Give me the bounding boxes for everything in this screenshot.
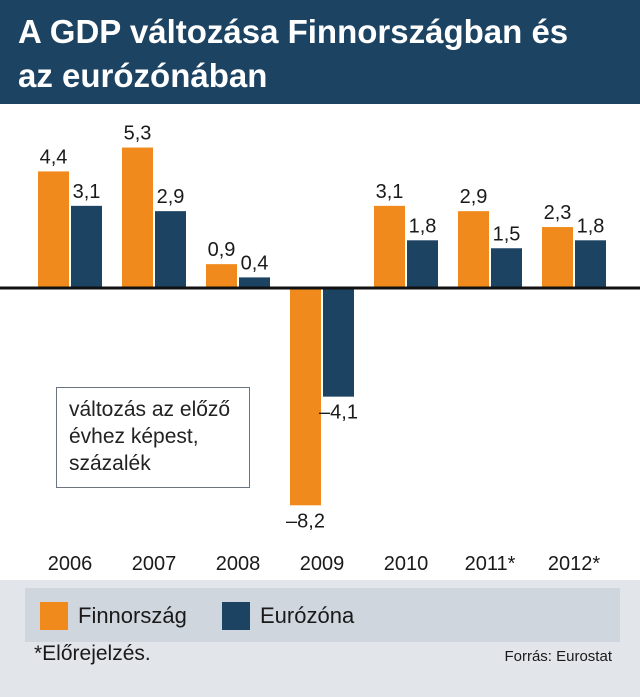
bar-finnorszag-2 — [206, 264, 237, 288]
x-tick-label-4: 2010 — [384, 553, 429, 575]
data-label-eurozona-3: –4,1 — [319, 402, 358, 424]
chart-area: 4,4 3,1 2006 5,3 2,9 2007 0,9 0,4 2008 –8,2 –4,1 20… — [0, 104, 640, 580]
bar-eurozona-6 — [575, 240, 606, 288]
x-tick-label-5: 2011* — [465, 553, 516, 575]
legend: Finnország Eurózóna — [25, 588, 620, 642]
data-label-finnorszag-5: 2,9 — [460, 186, 488, 208]
chart-title-line-2: az eurózónában — [18, 57, 268, 94]
bar-eurozona-3 — [323, 288, 354, 397]
legend-swatch-finnorszag — [40, 602, 68, 630]
data-label-finnorszag-0: 4,4 — [40, 146, 68, 168]
bar-finnorszag-0 — [38, 171, 69, 288]
data-label-eurozona-0: 3,1 — [73, 181, 101, 203]
chart-title-line-1: A GDP változása Finnországban és — [18, 13, 569, 50]
unit-note-line-1: változás az előző — [69, 398, 231, 421]
x-tick-label-6: 2012* — [548, 553, 600, 575]
legend-label-finnorszag: Finnország — [78, 603, 187, 628]
x-tick-label-0: 2006 — [48, 553, 93, 575]
bar-finnorszag-3 — [290, 288, 321, 506]
data-label-eurozona-5: 1,5 — [493, 223, 521, 245]
bar-finnorszag-1 — [122, 147, 153, 288]
data-label-finnorszag-4: 3,1 — [376, 181, 404, 203]
data-label-eurozona-2: 0,4 — [241, 252, 269, 274]
bar-eurozona-0 — [71, 205, 102, 288]
unit-note-line-3: százalék — [69, 452, 151, 475]
bar-eurozona-2 — [239, 277, 270, 288]
legend-swatch-eurozona — [222, 602, 250, 630]
bar-finnorszag-5 — [458, 211, 489, 288]
data-label-eurozona-1: 2,9 — [157, 186, 185, 208]
bar-eurozona-5 — [491, 248, 522, 288]
unit-note-line-2: évhez képest, — [69, 425, 199, 448]
bar-eurozona-4 — [407, 240, 438, 288]
source-credit: Forrás: Eurostat — [504, 648, 612, 665]
data-label-eurozona-4: 1,8 — [409, 215, 437, 237]
chart-title: A GDP változása Finnországban és az euró… — [18, 10, 618, 98]
data-label-finnorszag-6: 2,3 — [544, 202, 572, 224]
legend-label-eurozona: Eurózóna — [260, 603, 355, 628]
bar-finnorszag-4 — [374, 205, 405, 288]
unit-note-box: változás az előző évhez képest, százalék — [56, 387, 250, 488]
legend-item-finnorszag: Finnország — [40, 602, 187, 630]
x-tick-label-2: 2008 — [216, 553, 261, 575]
bar-eurozona-1 — [155, 211, 186, 288]
forecast-footnote: *Előrejelzés. — [34, 642, 151, 665]
data-label-eurozona-6: 1,8 — [577, 215, 605, 237]
title-banner: A GDP változása Finnországban és az euró… — [0, 0, 640, 104]
x-tick-label-3: 2009 — [300, 553, 345, 575]
data-label-finnorszag-3: –8,2 — [286, 510, 325, 532]
x-tick-label-1: 2007 — [132, 553, 177, 575]
bar-finnorszag-6 — [542, 227, 573, 288]
data-label-finnorszag-2: 0,9 — [208, 239, 236, 261]
data-label-finnorszag-1: 5,3 — [124, 123, 152, 145]
bar-chart: 4,43,120065,32,920070,90,42008–8,2–4,120… — [0, 104, 640, 580]
legend-item-eurozona: Eurózóna — [222, 602, 354, 630]
